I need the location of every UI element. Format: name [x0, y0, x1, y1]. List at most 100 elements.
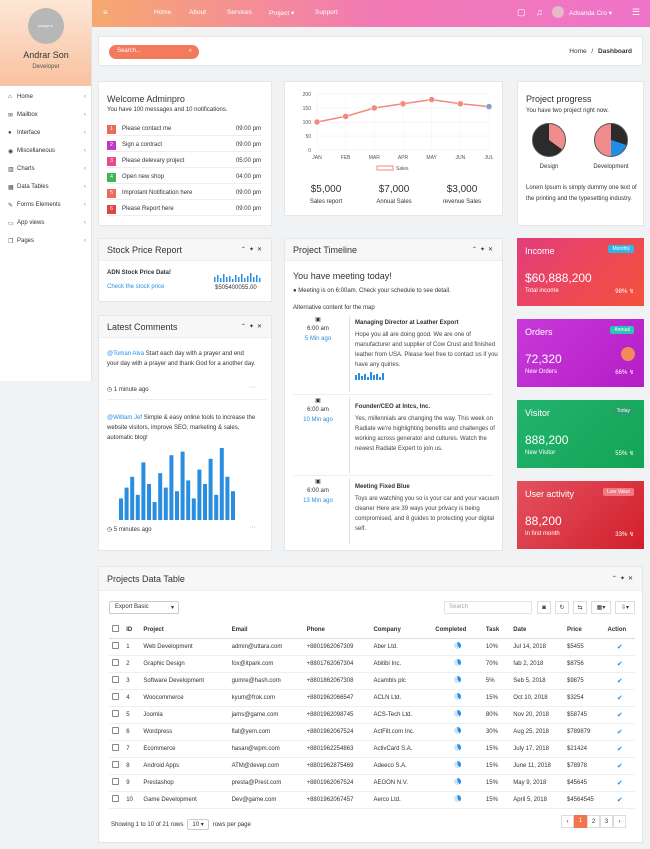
nav-about[interactable]: About — [189, 9, 206, 16]
sidebar-item-forms-elements[interactable]: ✎ Forms Elements ‹ — [8, 202, 86, 209]
table-row[interactable]: 2 Graphic Design fox@itpark.com +8801762067… — [109, 655, 635, 673]
row-checkbox[interactable] — [112, 727, 119, 734]
collapse-icon[interactable]: ⌃ — [240, 247, 249, 253]
page-prev[interactable]: ‹ — [561, 815, 574, 828]
col-company[interactable]: Company — [370, 622, 433, 639]
wrench-icon[interactable]: ✦ — [479, 247, 488, 253]
collapse-icon[interactable]: ⌃ — [471, 247, 480, 253]
check-icon[interactable]: ✔ — [616, 728, 623, 736]
search-icon[interactable]: ⌕ — [188, 48, 192, 54]
sidebar-item-pages[interactable]: ❐ Pages ‹ — [8, 238, 86, 245]
close-icon[interactable]: ✕ — [627, 576, 636, 582]
sidebar-item-data-tables[interactable]: ▦ Data Tables ‹ — [8, 184, 86, 191]
sidebar-item-app-views[interactable]: ▭ App views ‹ — [8, 220, 86, 227]
list-item[interactable]: 5 Improtant Notification here 09:00 pm — [107, 187, 261, 200]
col-id[interactable]: ID — [123, 622, 141, 639]
avatar[interactable]: ynsyyrm — [27, 8, 64, 44]
collapse-icon[interactable]: ⌃ — [240, 324, 249, 330]
print-icon[interactable]: ◙ — [537, 601, 551, 614]
page-1[interactable]: 1 — [574, 815, 587, 828]
wrench-icon[interactable]: ✦ — [248, 324, 257, 330]
nav-support[interactable]: Support — [315, 9, 338, 16]
table-row[interactable]: 7 Ecommerce hasan@wpm.com +8801962254863 Act… — [109, 740, 635, 758]
comment-user[interactable]: @William Jef — [107, 415, 143, 421]
toggle-icon[interactable]: ⇆ — [573, 601, 587, 614]
user-avatar[interactable] — [552, 6, 564, 18]
table-row[interactable]: 8 Android Apps ATM@devep.com +8801962875469… — [109, 757, 635, 775]
check-icon[interactable]: ✔ — [616, 745, 623, 753]
col-completed[interactable]: Completed — [432, 622, 483, 639]
row-checkbox[interactable] — [112, 761, 119, 768]
chat-icon[interactable]: ▢ — [517, 7, 526, 17]
col-task[interactable]: Task — [482, 622, 511, 639]
nav-services[interactable]: Services — [227, 9, 252, 16]
export-icon[interactable]: ⇩▾ — [615, 601, 635, 614]
breadcrumb-home[interactable]: Home — [569, 48, 587, 55]
nav-project[interactable]: Project ▾ — [269, 10, 295, 17]
row-checkbox[interactable] — [112, 659, 119, 666]
list-item[interactable]: 1 Please contact me 09:00 pm — [107, 123, 261, 136]
check-icon[interactable]: ✔ — [616, 677, 623, 685]
table-row[interactable]: 9 Prestashop presta@Prest.com +880196206752… — [109, 774, 635, 792]
list-item[interactable]: 3 Please delevary project 05:00 pm — [107, 155, 261, 168]
table-row[interactable]: 1 Web Development admin@uttara.com +8801962… — [109, 638, 635, 656]
comment-user[interactable]: @Toman Alva — [107, 351, 145, 357]
sidebar-item-interface[interactable]: ● Interface ‹ — [8, 130, 86, 136]
close-icon[interactable]: ✕ — [256, 324, 265, 330]
table-row[interactable]: 3 Software Development gumre@hash.com +8801… — [109, 672, 635, 690]
col-price[interactable]: Price — [563, 622, 605, 639]
table-row[interactable]: 10 Game Development Dev@game.com +880196206… — [109, 791, 635, 809]
close-icon[interactable]: ✕ — [256, 247, 265, 253]
collapse-icon[interactable]: ⌃ — [611, 576, 620, 582]
sidebar-item-mailbox[interactable]: ✉ Mailbox ‹ — [8, 112, 86, 119]
sidebar-item-miscellaneous[interactable]: ◉ Miscellaneous ‹ — [8, 148, 86, 155]
more-icon[interactable]: ··· — [249, 524, 256, 531]
wrench-icon[interactable]: ✦ — [248, 247, 257, 253]
wrench-icon[interactable]: ✦ — [619, 576, 628, 582]
refresh-icon[interactable]: ↻ — [555, 601, 569, 614]
col-project[interactable]: Project — [140, 622, 229, 639]
list-item[interactable]: 2 Sign a contract 09:00 pm — [107, 139, 261, 152]
row-checkbox[interactable] — [112, 778, 119, 785]
table-search-input[interactable]: Search — [444, 601, 532, 614]
close-icon[interactable]: ✕ — [487, 247, 496, 253]
check-icon[interactable]: ✔ — [616, 643, 623, 651]
sidebar-item-home[interactable]: ⌂ Home ‹ — [8, 94, 86, 100]
check-icon[interactable]: ✔ — [616, 779, 623, 787]
check-icon[interactable]: ✔ — [616, 694, 623, 702]
table-row[interactable]: 6 Wordpress flat@yem.com +8801962067524 ActF… — [109, 723, 635, 741]
col-phone[interactable]: Phone — [303, 622, 371, 639]
search-input[interactable]: Search... ⌕ — [109, 45, 199, 59]
page-2[interactable]: 2 — [587, 815, 600, 828]
stock-link[interactable]: Check the stock price — [107, 284, 165, 290]
col-action[interactable]: Action — [604, 622, 635, 639]
row-checkbox[interactable] — [112, 642, 119, 649]
sidebar-item-charts[interactable]: ▥ Charts ‹ — [8, 166, 86, 173]
cart-icon[interactable] — [621, 347, 635, 361]
columns-icon[interactable]: ▦▾ — [591, 601, 611, 614]
col-email[interactable]: Email — [228, 622, 304, 639]
check-icon[interactable]: ✔ — [616, 711, 623, 719]
row-checkbox[interactable] — [112, 795, 119, 802]
page-3[interactable]: 3 — [600, 815, 613, 828]
more-icon[interactable]: ··· — [249, 384, 256, 391]
select-all-checkbox[interactable] — [112, 625, 119, 633]
user-menu[interactable]: Advanda Cro ▾ — [569, 10, 613, 17]
menu-toggle-icon[interactable]: ≡ — [103, 8, 108, 17]
row-checkbox[interactable] — [112, 676, 119, 683]
row-checkbox[interactable] — [112, 693, 119, 700]
nav-home[interactable]: Home — [154, 9, 172, 16]
row-checkbox[interactable] — [112, 744, 119, 751]
bell-icon[interactable]: ♫ — [536, 7, 543, 17]
check-icon[interactable]: ✔ — [616, 796, 623, 804]
grid-menu-icon[interactable]: ☰ — [632, 7, 641, 17]
page-next[interactable]: › — [613, 815, 626, 828]
table-row[interactable]: 5 Joomla jams@game.com +8801962098745 ACS-Te… — [109, 706, 635, 724]
page-size-select[interactable]: 10 ▾ — [187, 819, 209, 830]
export-select[interactable]: Export Basic ▾ — [109, 601, 179, 614]
table-row[interactable]: 4 Woocommerce kyum@frok.com +8801962066547 A… — [109, 689, 635, 707]
list-item[interactable]: 6 Please Report here 09:00 pm — [107, 203, 261, 216]
col-date[interactable]: Date — [510, 622, 564, 639]
list-item[interactable]: 4 Open new shop 04:00 pm — [107, 171, 261, 184]
check-icon[interactable]: ✔ — [616, 660, 623, 668]
